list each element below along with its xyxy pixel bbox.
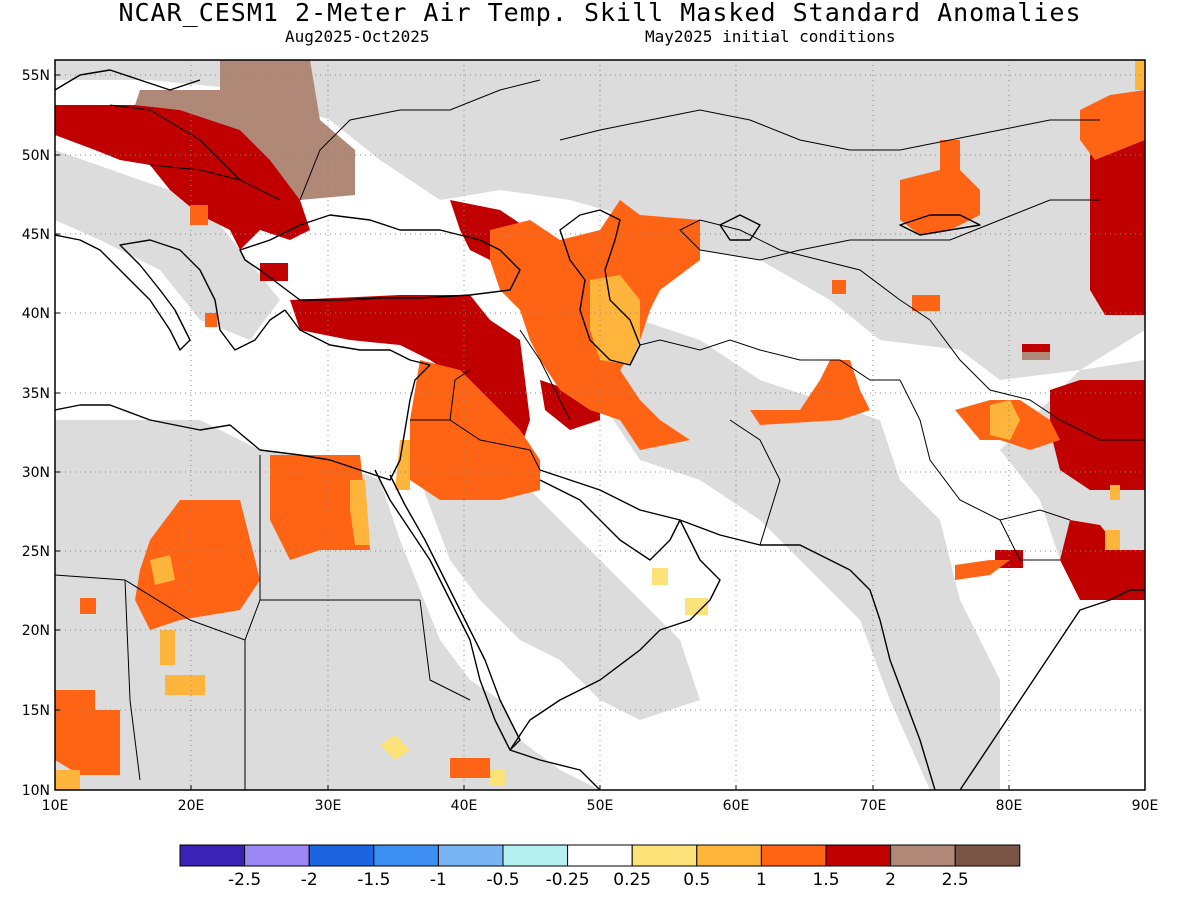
- axis-ticks: [55, 74, 1010, 790]
- lat-label: 40N: [22, 306, 50, 322]
- lat-label: 35N: [22, 386, 50, 402]
- colorbar-swatch: [825, 844, 892, 867]
- forecast-period: Aug2025-Oct2025: [285, 27, 430, 46]
- lon-label: 20E: [178, 798, 205, 814]
- colorbar-label: 0.5: [683, 870, 711, 890]
- colorbar-label: 1: [755, 870, 767, 890]
- graticule: [55, 60, 1145, 790]
- colorbar-label: 0.25: [613, 870, 652, 890]
- lat-label: 55N: [22, 68, 50, 84]
- colorbar-swatch: [502, 844, 569, 867]
- colorbar-label: 1.5: [812, 870, 840, 890]
- lon-label: 80E: [996, 798, 1023, 814]
- lat-label: 45N: [22, 227, 50, 243]
- colorbar-swatch: [954, 844, 1021, 867]
- colorbar-swatch: [308, 844, 375, 867]
- lat-label: 30N: [22, 465, 50, 481]
- colorbar-label: -0.25: [545, 870, 590, 890]
- colorbar-swatch: [890, 844, 956, 867]
- colorbar-swatch: [696, 844, 762, 867]
- colorbar-swatch: [179, 844, 246, 867]
- anomaly-gt0_5: [380, 568, 708, 785]
- colorbar: [179, 844, 1021, 867]
- anomaly-gt1: [55, 60, 1145, 790]
- colorbar-swatch: [631, 844, 698, 867]
- map-title: NCAR_CESM1 2-Meter Air Temp. Skill Maske…: [118, 0, 1082, 27]
- lat-label: 15N: [22, 703, 50, 719]
- map-plot-area: [55, 60, 1145, 790]
- colorbar-label: -2: [300, 870, 318, 890]
- colorbar-swatch: [373, 844, 439, 867]
- anomaly-gt2_5: [135, 60, 1050, 360]
- lat-label: 25N: [22, 544, 50, 560]
- lon-label: 30E: [315, 798, 342, 814]
- lon-label: 60E: [723, 798, 750, 814]
- colorbar-label: -1: [429, 870, 447, 890]
- colorbar-label: -1.5: [357, 870, 391, 890]
- colorbar-swatch: [760, 844, 827, 867]
- colorbar-swatch: [244, 844, 310, 867]
- colorbar-label: 2: [885, 870, 897, 890]
- lon-label: 40E: [451, 798, 478, 814]
- lon-label: 10E: [42, 798, 69, 814]
- coastlines: [55, 69, 1145, 790]
- initial-conditions: May2025 initial conditions: [645, 27, 896, 46]
- lat-label: 10N: [22, 783, 50, 799]
- borders: [55, 79, 1145, 790]
- lon-label: 90E: [1132, 798, 1159, 814]
- lat-label: 20N: [22, 623, 50, 639]
- lon-label: 70E: [860, 798, 887, 814]
- colorbar-swatch: [437, 844, 504, 867]
- colorbar-label: -0.5: [486, 870, 520, 890]
- longitude-labels: 10E 20E 30E 40E 50E 60E 70E 80E 90E: [42, 798, 1159, 814]
- colorbar-label: -2.5: [228, 870, 262, 890]
- anomaly-gt1_5: [55, 90, 1145, 778]
- lon-label: 50E: [587, 798, 614, 814]
- colorbar-swatch: [567, 844, 633, 867]
- lat-label: 50N: [22, 148, 50, 164]
- latitude-labels: 55N 50N 45N 40N 35N 30N 25N 20N 15N 10N: [22, 68, 50, 799]
- colorbar-label: 2.5: [941, 870, 969, 890]
